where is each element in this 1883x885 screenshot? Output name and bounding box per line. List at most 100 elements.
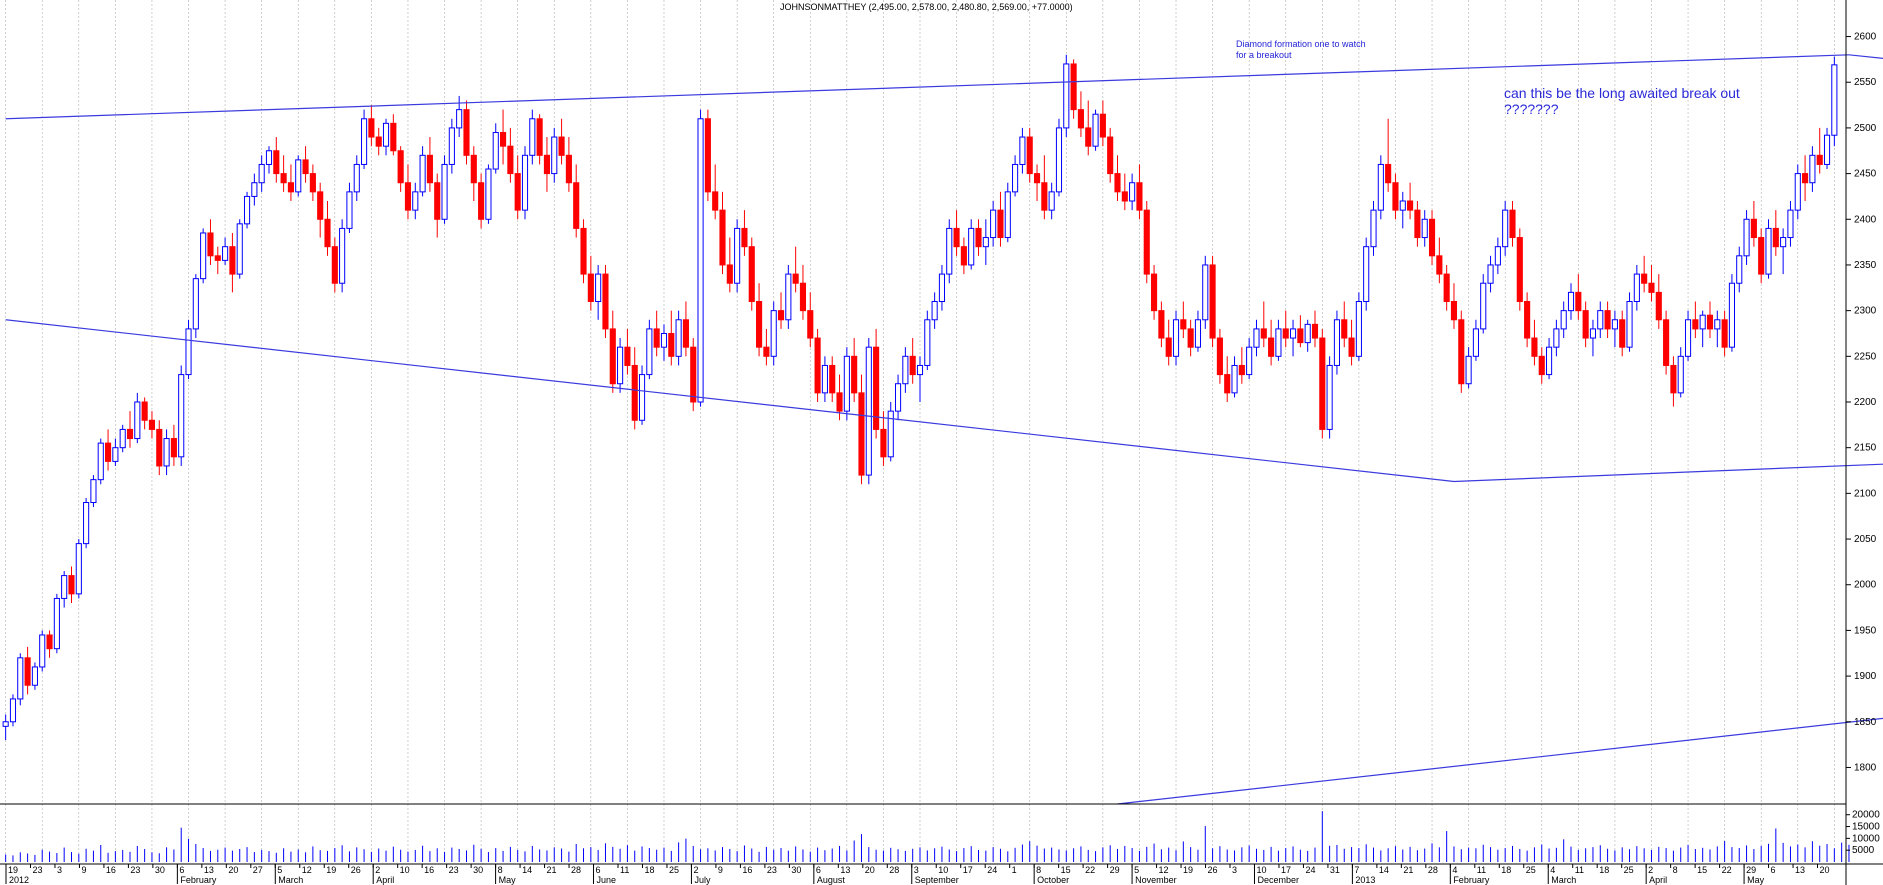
candle-body xyxy=(214,255,221,261)
candle xyxy=(1019,127,1026,174)
candle-body xyxy=(207,232,214,257)
candle-body xyxy=(1224,374,1231,394)
candle-body xyxy=(53,597,60,650)
price-tick-label: 2600 xyxy=(1854,32,1877,43)
candle xyxy=(1780,228,1787,275)
candle-body xyxy=(624,346,631,366)
day-label: 12 xyxy=(1159,865,1169,875)
candle-body xyxy=(1831,64,1838,136)
candle-body xyxy=(1575,291,1582,312)
candle xyxy=(1151,264,1158,320)
month-label: December xyxy=(1257,875,1299,885)
month-label: September xyxy=(915,875,959,885)
candle xyxy=(119,424,126,453)
candle xyxy=(521,146,529,220)
candle xyxy=(1714,310,1721,348)
candle-body xyxy=(792,273,799,284)
candle xyxy=(953,210,960,256)
candle-body xyxy=(975,227,982,248)
candle-body xyxy=(902,355,909,385)
day-label: 20 xyxy=(228,865,238,875)
candle xyxy=(229,232,236,293)
candle-body xyxy=(273,150,280,175)
candle-body xyxy=(1692,319,1699,330)
day-label: 5 xyxy=(1134,865,1139,875)
candle xyxy=(843,347,850,421)
candle xyxy=(602,264,609,339)
day-label: 1 xyxy=(1012,865,1017,875)
candle xyxy=(90,475,97,508)
candle xyxy=(302,146,309,183)
candle-body xyxy=(580,227,587,275)
candle-body xyxy=(551,136,558,175)
candle xyxy=(1194,310,1202,352)
candle-body xyxy=(1502,209,1509,248)
month-label: March xyxy=(1551,875,1576,885)
candle xyxy=(573,164,580,238)
candle-body xyxy=(222,246,229,261)
candle-body xyxy=(946,227,953,275)
day-label: 22 xyxy=(1722,865,1732,875)
candle xyxy=(1743,210,1750,265)
day-label: 19 xyxy=(326,865,336,875)
candle xyxy=(361,109,368,170)
candle-body xyxy=(1648,282,1655,293)
candle xyxy=(419,146,426,197)
candle xyxy=(1114,155,1121,201)
candle xyxy=(1341,301,1348,348)
day-label: 11 xyxy=(1575,865,1584,875)
candle xyxy=(1758,228,1765,284)
candle xyxy=(412,182,419,220)
candle xyxy=(258,155,265,192)
candle xyxy=(1070,59,1077,119)
candle xyxy=(1041,155,1048,220)
candle xyxy=(470,146,477,201)
candle-body xyxy=(236,223,243,275)
candle-body xyxy=(507,145,514,175)
candle xyxy=(324,201,331,256)
candle xyxy=(83,497,90,549)
candle xyxy=(1655,274,1662,329)
day-label: 2 xyxy=(1648,865,1653,875)
candle-body xyxy=(536,118,543,156)
candle-body xyxy=(514,173,521,211)
candle-body xyxy=(734,227,741,284)
candle xyxy=(1699,310,1706,348)
candle-body xyxy=(960,246,967,266)
candle xyxy=(375,127,382,156)
candle-body xyxy=(1246,346,1253,376)
candle xyxy=(1033,164,1041,201)
day-label: 6 xyxy=(816,865,821,875)
volume-tick-label: 5000 xyxy=(1852,845,1875,856)
candle-body xyxy=(1289,328,1297,339)
candle-body xyxy=(105,442,112,462)
candle xyxy=(1158,301,1165,348)
candle xyxy=(719,191,726,275)
candle xyxy=(1216,328,1223,384)
candle xyxy=(887,402,894,462)
candle-body xyxy=(1275,328,1282,357)
candle xyxy=(1414,201,1421,247)
price-tick-label: 1850 xyxy=(1854,717,1877,728)
candle-body xyxy=(1765,227,1772,275)
candle xyxy=(1012,155,1019,197)
candle-body xyxy=(419,154,426,193)
candle xyxy=(9,694,17,727)
candle xyxy=(1260,301,1267,348)
candle-body xyxy=(1012,163,1019,193)
candle xyxy=(712,164,719,220)
candle xyxy=(1224,356,1231,402)
candle-body xyxy=(119,428,126,449)
candle-body xyxy=(251,182,258,197)
candle xyxy=(1085,100,1092,156)
candle xyxy=(1377,155,1384,220)
price-tick-label: 2150 xyxy=(1854,443,1877,454)
candle xyxy=(346,182,353,233)
candle-body xyxy=(836,392,843,412)
month-label: February xyxy=(1453,875,1490,885)
candle xyxy=(236,219,243,279)
day-label: 6 xyxy=(179,865,184,875)
price-tick-label: 2500 xyxy=(1854,123,1877,134)
day-label: 29 xyxy=(1110,865,1120,875)
candle xyxy=(748,237,755,311)
